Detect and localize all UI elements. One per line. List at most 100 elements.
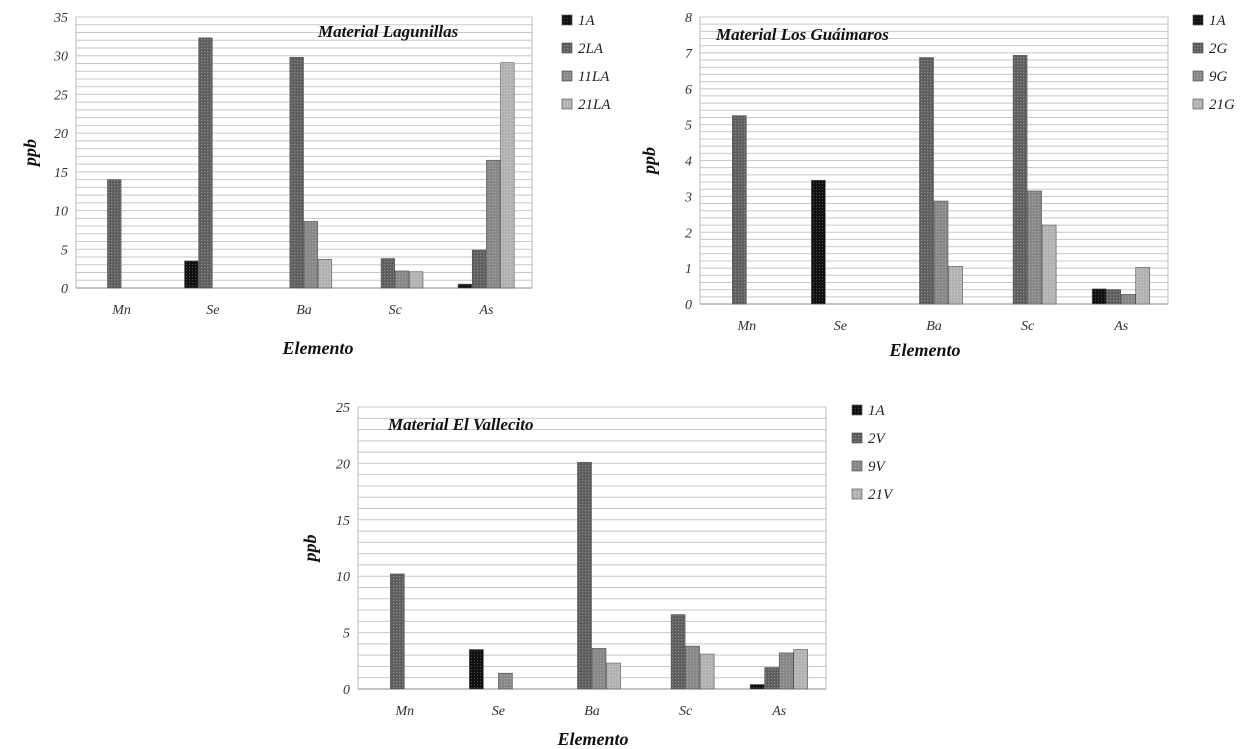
y-tick-label: 5 bbox=[343, 627, 350, 642]
x-axis-title: Elemento bbox=[889, 340, 961, 360]
plot-area-frame bbox=[357, 406, 827, 690]
legend-swatch bbox=[561, 70, 573, 82]
legend-label: 21G bbox=[1209, 97, 1235, 113]
y-tick-label: 4 bbox=[685, 155, 692, 170]
y-tick-label: 20 bbox=[54, 127, 68, 142]
x-tick-label: Mn bbox=[736, 319, 756, 334]
legend-label: 2LA bbox=[578, 41, 604, 57]
y-axis-title: ppb bbox=[639, 147, 659, 176]
chart-title: Material El Vallecito bbox=[387, 415, 533, 434]
x-tick-label: As bbox=[478, 303, 494, 318]
x-tick-label: As bbox=[771, 704, 787, 719]
y-tick-label: 30 bbox=[53, 50, 68, 65]
bar-2G-Ba bbox=[919, 57, 934, 305]
legend-label: 21V bbox=[868, 487, 894, 503]
y-tick-label: 5 bbox=[685, 119, 692, 134]
legend-label: 1A bbox=[578, 13, 596, 29]
bar-21V-Sc bbox=[699, 653, 715, 690]
bar-1A-Se bbox=[184, 260, 199, 289]
x-axis-title: Elemento bbox=[557, 729, 629, 749]
bar-1A-Se bbox=[469, 649, 484, 690]
x-tick-label: Sc bbox=[1021, 319, 1035, 334]
bar-11LA-Ba bbox=[303, 221, 318, 289]
bar-9G-As bbox=[1120, 294, 1136, 305]
x-tick-label: Se bbox=[834, 319, 847, 334]
legend-label: 9V bbox=[868, 459, 887, 475]
y-tick-label: 0 bbox=[343, 683, 350, 698]
x-tick-label: Ba bbox=[296, 303, 312, 318]
legend-swatch bbox=[561, 98, 573, 110]
bar-2LA-Mn bbox=[107, 179, 122, 289]
bar-21LA-Ba bbox=[317, 259, 333, 289]
bar-2LA-Se bbox=[198, 37, 213, 289]
x-tick-label: Se bbox=[492, 704, 505, 719]
bar-2G-As bbox=[1106, 289, 1122, 305]
y-tick-label: 10 bbox=[54, 205, 68, 220]
bar-9G-Ba bbox=[933, 200, 949, 305]
bar-21G-As bbox=[1135, 267, 1151, 305]
x-tick-label: Ba bbox=[926, 319, 942, 334]
y-tick-label: 25 bbox=[54, 88, 68, 103]
legend-swatch bbox=[851, 460, 863, 472]
y-tick-label: 15 bbox=[336, 514, 350, 529]
bar-21G-Ba bbox=[948, 266, 963, 305]
bar-2V-Sc bbox=[670, 614, 686, 690]
x-tick-label: Sc bbox=[679, 704, 693, 719]
bar-2V-Mn bbox=[389, 573, 405, 690]
x-tick-label: Ba bbox=[584, 704, 600, 719]
bar-2V-As bbox=[764, 667, 780, 690]
y-tick-label: 0 bbox=[685, 298, 692, 313]
bar-21LA-Sc bbox=[409, 271, 424, 289]
bar-21V-Ba bbox=[606, 662, 621, 690]
bar-2LA-Sc bbox=[380, 258, 395, 289]
bar-2G-Mn bbox=[731, 115, 747, 305]
legend-swatch bbox=[851, 404, 863, 416]
legend-label: 2V bbox=[868, 431, 887, 447]
bar-1A-As bbox=[457, 283, 473, 289]
y-tick-label: 0 bbox=[61, 282, 68, 297]
x-tick-label: Se bbox=[206, 303, 219, 318]
legend-swatch bbox=[561, 14, 573, 26]
y-tick-label: 5 bbox=[61, 243, 68, 258]
legend-swatch bbox=[1192, 98, 1204, 110]
bar-1A-As bbox=[1091, 288, 1107, 305]
legend-label: 9G bbox=[1209, 69, 1228, 85]
chart-el-vallecito: 0 5 10 15 20 25 Mn Se Ba Sc As Material El Vallecit… bbox=[300, 401, 894, 749]
y-tick-label: 25 bbox=[336, 401, 350, 416]
y-tick-label: 6 bbox=[685, 83, 692, 98]
legend-label: 11LA bbox=[578, 69, 610, 85]
x-tick-label: Sc bbox=[389, 303, 403, 318]
bar-9V-Ba bbox=[591, 648, 607, 690]
y-axis-title: ppb bbox=[300, 535, 320, 564]
y-tick-label: 8 bbox=[685, 11, 692, 26]
bar-11LA-Sc bbox=[394, 270, 410, 289]
legend-label: 21LA bbox=[578, 97, 611, 113]
y-tick-label: 3 bbox=[684, 190, 692, 205]
bar-11LA-As bbox=[486, 159, 501, 289]
legend-swatch bbox=[1192, 42, 1204, 54]
bar-9V-As bbox=[778, 652, 794, 690]
x-tick-label: As bbox=[1113, 319, 1129, 334]
legend-label: 2G bbox=[1209, 41, 1228, 57]
chart-lagunillas: 0 5 10 15 20 25 30 35 Mn Se Ba Sc As Material Lagunil… bbox=[20, 11, 611, 358]
bar-2LA-As bbox=[471, 249, 487, 289]
bar-1A-Se bbox=[811, 179, 826, 305]
y-tick-label: 20 bbox=[336, 457, 350, 472]
chart-los-guaimaros: 0 1 2 3 4 5 6 7 8 Mn Se Ba Sc As Material Los Guáimaro… bbox=[639, 11, 1235, 360]
chart-title: Material Los Guáimaros bbox=[715, 25, 889, 44]
bar-21LA-As bbox=[500, 62, 515, 289]
bar-2LA-Ba bbox=[289, 56, 304, 289]
y-tick-label: 35 bbox=[53, 11, 68, 26]
x-tick-label: Mn bbox=[394, 704, 414, 719]
y-tick-label: 15 bbox=[54, 166, 68, 181]
y-tick-label: 10 bbox=[336, 570, 350, 585]
bar-9G-Sc bbox=[1027, 190, 1042, 305]
bar-2G-Sc bbox=[1012, 55, 1028, 305]
y-tick-label: 1 bbox=[685, 262, 692, 277]
y-axis-title: ppb bbox=[20, 139, 40, 168]
legend-label: 1A bbox=[1209, 13, 1227, 29]
legend-swatch bbox=[1192, 14, 1204, 26]
bar-1A-As bbox=[749, 684, 765, 690]
legend-swatch bbox=[561, 42, 573, 54]
